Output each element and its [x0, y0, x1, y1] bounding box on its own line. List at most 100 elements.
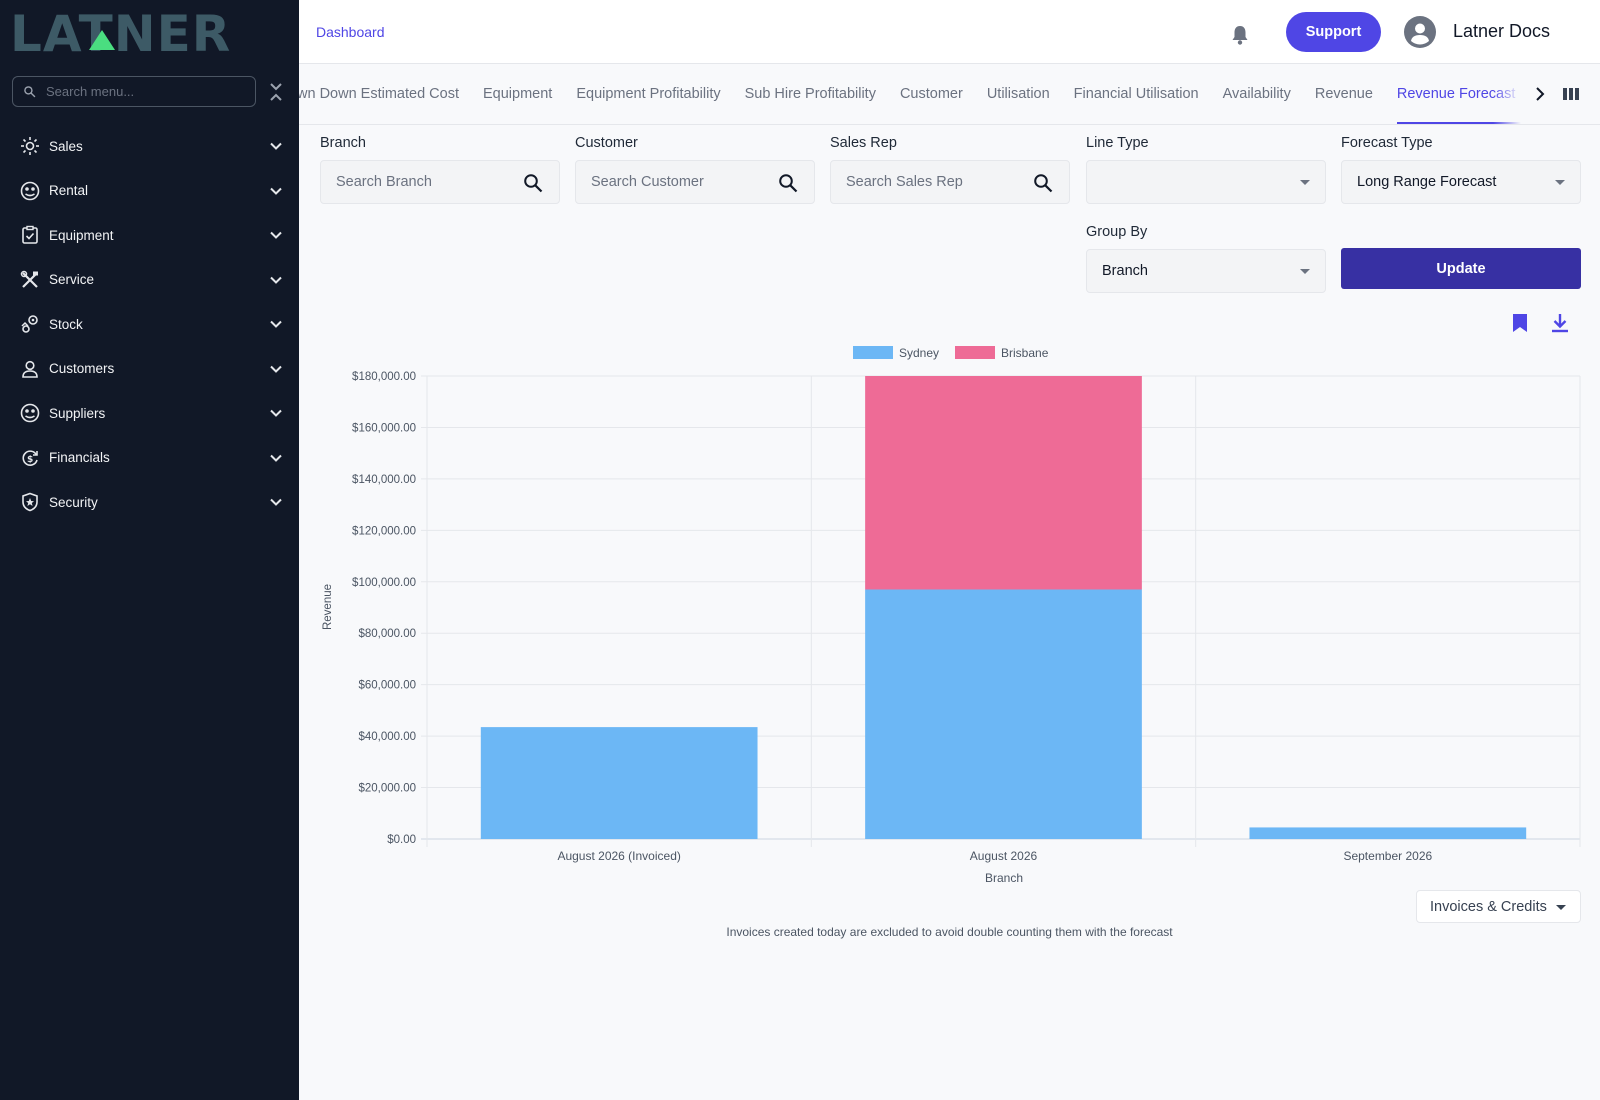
tab-sub-hire-profitability[interactable]: Sub Hire Profitability [744, 86, 876, 102]
bell-icon[interactable] [1230, 24, 1250, 46]
sidebar-item-financials[interactable]: $ Financials [0, 436, 299, 481]
tab-availability[interactable]: Availability [1222, 86, 1291, 102]
sidebar-item-rental[interactable]: Rental [0, 169, 299, 214]
chevron-down-icon [270, 454, 282, 462]
customer-filter: Customer [575, 135, 815, 204]
svg-text:LATNER: LATNER [10, 10, 231, 54]
svg-text:$: $ [27, 455, 33, 465]
line-type-label: Line Type [1086, 135, 1149, 151]
sales-rep-field[interactable] [830, 160, 1070, 204]
y-tick-label: $20,000.00 [358, 783, 416, 795]
forecast-type-label: Forecast Type [1341, 135, 1433, 151]
support-button[interactable]: Support [1286, 12, 1381, 52]
legend-swatch-brisbane [955, 346, 995, 359]
y-tick-label: $180,000.00 [352, 371, 416, 383]
sidebar-item-sales[interactable]: Sales [0, 124, 299, 169]
tab-equipment[interactable]: Equipment [483, 86, 553, 102]
tab-equipment-profitability[interactable]: Equipment Profitability [576, 86, 721, 102]
group-by-label: Group By [1086, 224, 1148, 240]
branch-field[interactable] [320, 160, 560, 204]
branch-search-input[interactable] [321, 174, 511, 190]
tab-revenue-forecast[interactable]: Revenue Forecast [1385, 64, 1528, 124]
top-header: Dashboard Support Latner Docs [299, 0, 1600, 64]
menu-search-input[interactable] [46, 84, 236, 99]
security-icon [19, 491, 41, 513]
legend-label-sydney[interactable]: Sydney [899, 346, 939, 360]
customer-field[interactable] [575, 160, 815, 204]
sidebar-item-service[interactable]: Service [0, 258, 299, 303]
tabs-scroll-area: Breakdown Down Estimated Cost Equipment … [299, 64, 1533, 124]
tab-customer[interactable]: Customer [899, 86, 963, 102]
caret-down-icon [1555, 180, 1565, 185]
user-avatar-icon[interactable] [1404, 16, 1436, 48]
tabs-fade [1493, 64, 1533, 124]
group-by-filter: Group By Branch [1086, 224, 1326, 293]
line-type-select[interactable] [1086, 160, 1326, 204]
tab-revenue[interactable]: Revenue [1314, 86, 1373, 102]
search-icon[interactable] [778, 173, 798, 193]
line-type-filter: Line Type [1086, 135, 1326, 204]
update-button[interactable]: Update [1341, 248, 1581, 289]
caret-down-icon [1556, 905, 1566, 910]
chart-legend: Sydney Brisbane [853, 346, 1049, 360]
branch-label: Branch [320, 135, 366, 151]
financials-icon: $ [19, 447, 41, 469]
y-tick-label: $140,000.00 [352, 474, 416, 486]
sidebar-menu: Sales Rental Equipment Service [0, 124, 299, 525]
sidebar-item-security[interactable]: Security [0, 480, 299, 525]
x-axis-ticks: August 2026 (Invoiced) August 2026 Septemb… [557, 849, 1432, 863]
forecast-type-select[interactable]: Long Range Forecast [1341, 160, 1581, 204]
sidebar-item-equipment[interactable]: Equipment [0, 213, 299, 258]
x-axis-label: Branch [985, 871, 1023, 885]
y-tick-label: $60,000.00 [358, 680, 416, 692]
y-tick-label: $0.00 [387, 834, 416, 846]
y-tick-label: $40,000.00 [358, 731, 416, 743]
chart-bars [480, 376, 1527, 839]
bar-sydney[interactable] [480, 727, 758, 839]
chevron-down-icon [270, 187, 282, 195]
user-name[interactable]: Latner Docs [1453, 21, 1551, 41]
sales-icon [19, 135, 41, 157]
sidebar-item-label: Equipment [49, 227, 114, 243]
tab-utilisation[interactable]: Utilisation [986, 86, 1050, 102]
chevron-right-icon[interactable] [1532, 84, 1548, 104]
tab-financial-utilisation[interactable]: Financial Utilisation [1073, 86, 1199, 102]
tab-breakdown-estimated-cost[interactable]: Breakdown Down Estimated Cost [299, 86, 459, 102]
sidebar-item-stock[interactable]: Stock [0, 302, 299, 347]
chevron-down-icon [270, 231, 282, 239]
service-icon [19, 269, 41, 291]
sales-rep-search-input[interactable] [831, 174, 1021, 190]
invoices-credits-label: Invoices & Credits [1430, 898, 1547, 915]
customer-search-input[interactable] [576, 174, 766, 190]
sidebar-item-suppliers[interactable]: Suppliers [0, 391, 299, 436]
chevron-down-icon [270, 409, 282, 417]
sidebar-item-label: Sales [49, 138, 83, 154]
caret-down-icon [1300, 269, 1310, 274]
download-icon[interactable] [1551, 313, 1569, 333]
breadcrumb-dashboard[interactable]: Dashboard [316, 24, 385, 40]
collapse-all-icon[interactable] [268, 82, 284, 102]
caret-down-icon [1300, 180, 1310, 185]
tabs-list: Breakdown Down Estimated Cost Equipment … [299, 64, 1528, 124]
x-tick-label: August 2026 (Invoiced) [557, 849, 680, 863]
search-icon[interactable] [1033, 173, 1053, 193]
y-tick-label: $160,000.00 [352, 422, 416, 434]
bookmark-icon[interactable] [1512, 313, 1528, 333]
columns-icon[interactable] [1563, 86, 1579, 102]
search-icon[interactable] [523, 173, 543, 193]
bar-sydney[interactable] [1249, 827, 1527, 839]
bar-sydney[interactable] [865, 589, 1142, 839]
sidebar-item-label: Customers [49, 361, 115, 377]
menu-search[interactable] [12, 76, 256, 107]
search-icon [24, 86, 36, 98]
stock-icon [19, 313, 41, 335]
sidebar: LATNER Sales Rental Equipment [0, 0, 299, 1100]
bar-brisbane[interactable] [865, 376, 1142, 590]
invoices-credits-dropdown[interactable]: Invoices & Credits [1416, 890, 1581, 923]
y-tick-label: $100,000.00 [352, 577, 416, 589]
customers-icon [19, 358, 41, 380]
sidebar-item-customers[interactable]: Customers [0, 347, 299, 392]
legend-label-brisbane[interactable]: Brisbane [1001, 346, 1049, 360]
sidebar-item-label: Financials [49, 450, 110, 466]
group-by-select[interactable]: Branch [1086, 249, 1326, 293]
